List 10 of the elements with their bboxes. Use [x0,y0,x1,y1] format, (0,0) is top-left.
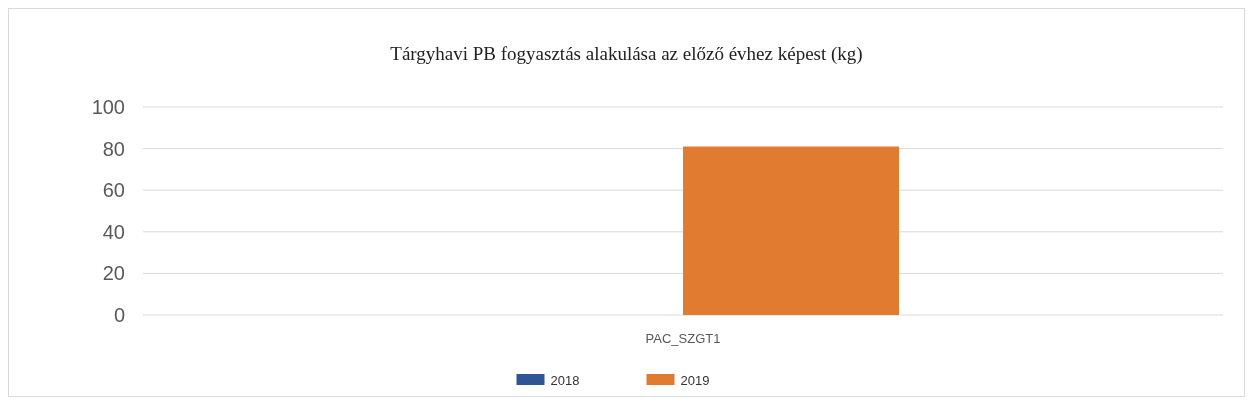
x-tick-label: PAC_SZGT1 [645,331,721,346]
legend-label: 2019 [680,373,710,388]
y-tick-label: 0 [113,304,125,326]
legend-label: 2018 [550,373,580,388]
chart-title: Tárgyhavi PB fogyasztás alakulása az előző évhez képest (kg) [390,43,863,65]
y-tick-label: 60 [102,179,125,202]
y-tick-label: 40 [102,220,125,243]
y-tick-label: 20 [102,262,125,285]
y-tick-label: 100 [91,96,125,118]
y-tick-label: 80 [102,137,125,160]
